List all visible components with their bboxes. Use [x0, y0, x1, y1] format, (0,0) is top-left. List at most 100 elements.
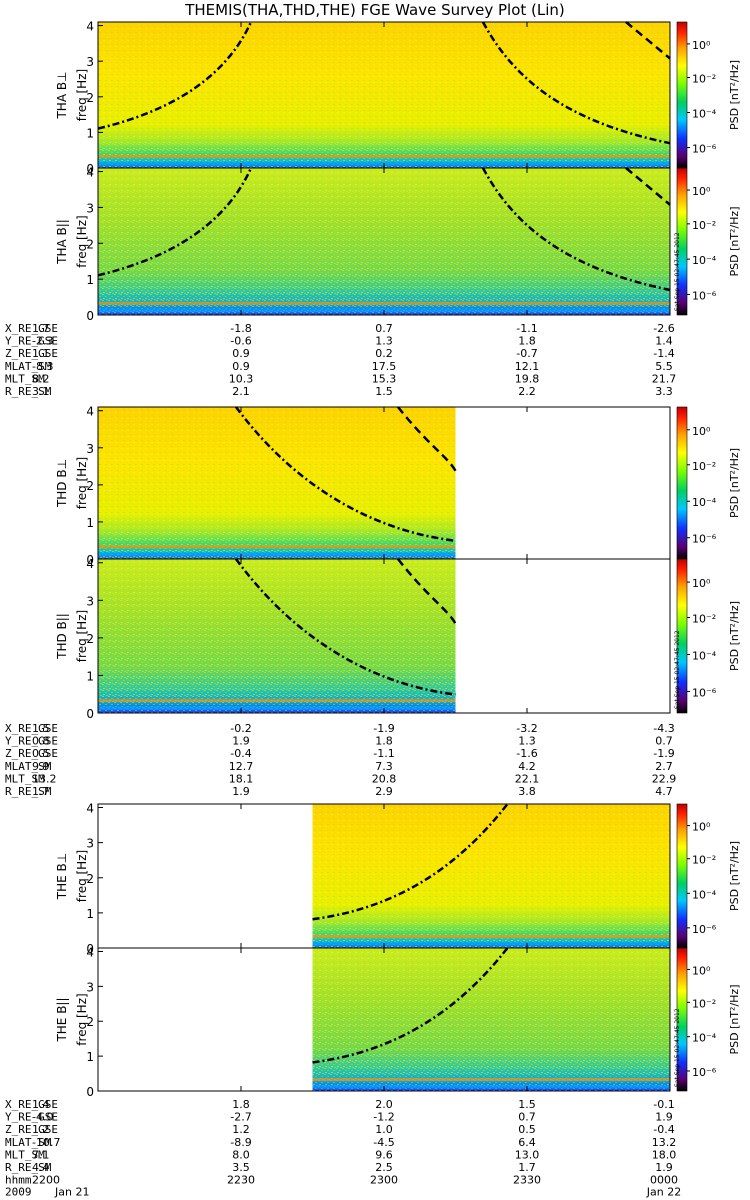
spectrogram-texture [98, 22, 670, 168]
colorbar-tick-label: 10⁻² [692, 997, 716, 1010]
date-start-label: Jan 21 [54, 1186, 89, 1199]
ephemeris-value: 1.7 [32, 322, 50, 335]
ephemeris-value: -2.7 [230, 1111, 251, 1124]
ephemeris-value: -0.4 [653, 1123, 674, 1136]
ephemeris-value: 1.9 [655, 1111, 673, 1124]
ephemeris-value: -1.1 [516, 322, 537, 335]
timestamp-stamp: Sat Sep 15 02:47:45 2012 [674, 630, 681, 709]
ephemeris-value: -2.3 [32, 335, 53, 348]
y-tick-label: 3 [86, 837, 94, 851]
ephemeris-label: R_RE_SM [5, 785, 52, 798]
ephemeris-value: 1.4 [655, 335, 673, 348]
ephemeris-value: 1.5 [518, 1098, 536, 1111]
y-tick-label: 3 [86, 442, 94, 456]
y-tick-label: 3 [86, 55, 94, 69]
gyro-curve [481, 21, 671, 145]
ephemeris-value: 7.3 [375, 760, 393, 773]
colorbar-tick-label: 10⁰ [692, 185, 711, 198]
ephemeris-value: 1.7 [32, 785, 50, 798]
low-freq-band [98, 699, 456, 703]
ephemeris-value: 1.4 [32, 1098, 50, 1111]
timestamp-stamp: Sat Sep 15 02:47:45 2012 [674, 1008, 681, 1087]
ephemeris-value: 10.3 [229, 372, 254, 385]
spectrogram-texture [312, 804, 670, 948]
ephemeris-value: 8.2 [32, 372, 50, 385]
y-tick-label: 2 [86, 1015, 94, 1029]
colorbar-tick-label: 10⁻⁶ [692, 289, 717, 302]
gyro-curve [234, 406, 456, 543]
ephemeris-value: 4.7 [655, 785, 673, 798]
ephemeris-value: 1.9 [232, 735, 250, 748]
ephemeris-value: 1.1 [32, 347, 50, 360]
ephemeris-value: -0.1 [653, 1098, 674, 1111]
y-tick-label: 0 [86, 707, 94, 721]
y-tick-label: 1 [86, 126, 94, 140]
time-label: 2200 [32, 1174, 60, 1187]
ephemeris-value: 2.0 [375, 1098, 393, 1111]
ephemeris-value: 0.2 [375, 347, 393, 360]
y-tick-label: 0 [86, 1085, 94, 1099]
low-freq-band [98, 552, 456, 557]
y-tick-label: 2 [86, 91, 94, 105]
gyro-curve [312, 947, 509, 1064]
ephemeris-value: 20.8 [372, 772, 397, 785]
colorbar-tick-label: 10⁰ [692, 425, 711, 438]
ephemeris-label: MLAT_SM [5, 1136, 52, 1149]
spectrogram-panel: 0 1 2 3 4 THE B|| freq [Hz] 10⁰ 10⁻² 10⁻⁴ 10⁻⁶ PSD … [55, 945, 741, 1099]
low-freq-band [312, 935, 670, 939]
ephemeris-value: -1.9 [653, 747, 674, 760]
low-freq-band [98, 154, 670, 158]
y-tick-label: 2 [86, 237, 94, 251]
colorbar-label: PSD [nT²/Hz] [728, 984, 741, 1054]
colorbar-tick-label: 10⁻⁶ [692, 533, 717, 546]
ephemeris-value: 9.9 [32, 760, 50, 773]
spectrogram-panel: 0 1 2 3 4 THD B⊥ freq [Hz] 10⁰ 10⁻² 10⁻⁴ 10⁻⁶ PSD [… [55, 405, 741, 567]
time-label: 0000 [650, 1174, 678, 1187]
ephemeris-value: 4.2 [518, 760, 536, 773]
ephemeris-value: -8.9 [230, 1136, 251, 1149]
colorbar [676, 803, 688, 949]
ephemeris-value: 0.9 [232, 360, 250, 373]
low-freq-band [312, 1084, 670, 1089]
spectrogram-texture [98, 168, 670, 315]
ephemeris-value: 3.1 [32, 385, 50, 398]
date-end-label: Jan 22 [646, 1186, 681, 1199]
y-tick-label: 3 [86, 201, 94, 215]
panel-label: THD B|| [55, 613, 69, 660]
ephemeris-value: -0.2 [230, 722, 251, 735]
colorbar-tick-label: 10⁻⁶ [692, 1066, 717, 1079]
gyro-curve [234, 558, 456, 696]
freq-axis-label: freq [Hz] [75, 457, 89, 509]
y-tick-label: 1 [86, 907, 94, 921]
gyro-curve-harmonic [397, 406, 457, 472]
ephemeris-value: 2.5 [375, 1161, 393, 1174]
ephemeris-value: 22.1 [515, 772, 540, 785]
y-tick-label: 1 [86, 273, 94, 287]
ephemeris-label: MLAT_SM [5, 760, 52, 773]
y-tick-label: 4 [86, 20, 94, 34]
low-freq-band [312, 941, 670, 946]
colorbar-tick-label: 10⁰ [692, 964, 711, 977]
y-tick-label: 3 [86, 980, 94, 994]
spectrogram-texture [98, 407, 456, 559]
ephemeris-value: 4.4 [32, 1161, 50, 1174]
ephemeris-value: 13.0 [515, 1148, 540, 1161]
y-tick-label: 3 [86, 594, 94, 608]
ephemeris-value: -1.6 [516, 747, 537, 760]
gyro-curve-harmonic [625, 167, 671, 206]
ephemeris-value: 1.3 [375, 335, 393, 348]
low-freq-band [312, 1078, 670, 1082]
spectrogram-panel: 0 1 2 3 4 THD B|| freq [Hz] 10⁰ 10⁻² 10⁻⁴ 10⁻⁶ PSD … [55, 557, 741, 721]
ephemeris-value: 8.0 [232, 1148, 250, 1161]
colorbar-tick-label: 10⁰ [692, 577, 711, 590]
ephemeris-label: X_RE_GSE [5, 322, 58, 335]
ephemeris-value: 13.2 [32, 772, 57, 785]
colorbar-tick-label: 10⁻² [692, 460, 716, 473]
ephemeris-value: -1.4 [653, 347, 674, 360]
colorbar [676, 947, 688, 1092]
colorbar [676, 558, 688, 714]
freq-axis-label: freq [Hz] [75, 215, 89, 267]
y-tick-label: 1 [86, 516, 94, 530]
ephemeris-value: 1.8 [518, 335, 536, 348]
